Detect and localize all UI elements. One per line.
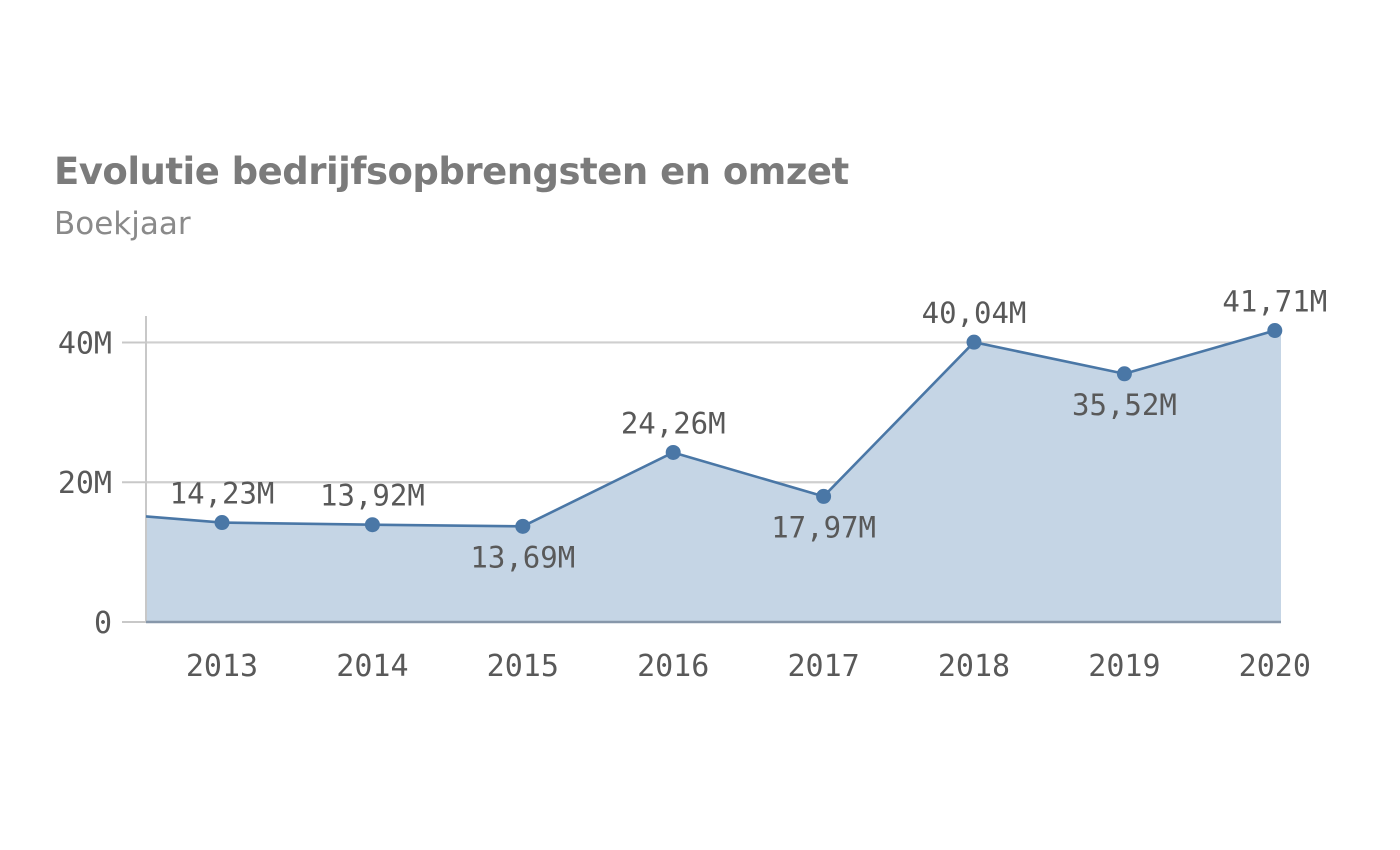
data-label-2014: 13,92M: [320, 479, 425, 513]
data-point-2013: [214, 515, 230, 531]
data-point-2014: [364, 517, 380, 533]
y-tick-label-20M: 20M: [58, 466, 112, 501]
x-tick-label-2020: 2020: [1239, 649, 1311, 684]
data-label-2019: 35,52M: [1072, 388, 1177, 422]
data-points: [214, 323, 1283, 534]
data-label-2017: 17,97M: [771, 510, 876, 544]
x-tick-label-2018: 2018: [938, 649, 1010, 684]
y-tick-label-40M: 40M: [58, 326, 112, 361]
line-layer: [145, 329, 1281, 528]
x-tick-label-2015: 2015: [487, 649, 559, 684]
tick-labels: 2013 2014 2015 2016 2017 2018 2019 2020 0 20M 40M: [58, 326, 1311, 684]
data-label-2016: 24,26M: [621, 406, 726, 440]
x-tick-label-2014: 2014: [336, 649, 408, 684]
data-label-2015: 13,69M: [470, 540, 575, 574]
data-point-2017: [816, 488, 832, 504]
x-tick-label-2019: 2019: [1088, 649, 1160, 684]
chart-title: Evolutie bedrijfsopbrengsten en omzet: [54, 150, 849, 193]
data-point-2016: [665, 444, 681, 460]
series-line: [145, 329, 1281, 528]
data-point-2020: [1267, 323, 1283, 339]
data-label-2013: 14,23M: [170, 477, 275, 511]
data-point-2019: [1116, 366, 1132, 382]
axes: [122, 316, 1281, 624]
data-point-2015: [515, 518, 531, 534]
x-tick-label-2017: 2017: [787, 649, 859, 684]
series-area: [146, 330, 1281, 622]
area-layer: [146, 330, 1281, 622]
x-tick-label-2016: 2016: [637, 649, 709, 684]
data-point-2018: [966, 334, 982, 350]
data-label-2020: 41,71M: [1222, 285, 1327, 319]
chart-subtitle: Boekjaar: [54, 206, 191, 242]
y-tick-label-0: 0: [94, 606, 112, 641]
x-tick-label-2013: 2013: [186, 649, 258, 684]
data-label-2018: 40,04M: [922, 296, 1027, 330]
data-labels: 14,23M 13,92M 13,69M 24,26M 17,97M 40,04M 35,5…: [170, 285, 1328, 575]
